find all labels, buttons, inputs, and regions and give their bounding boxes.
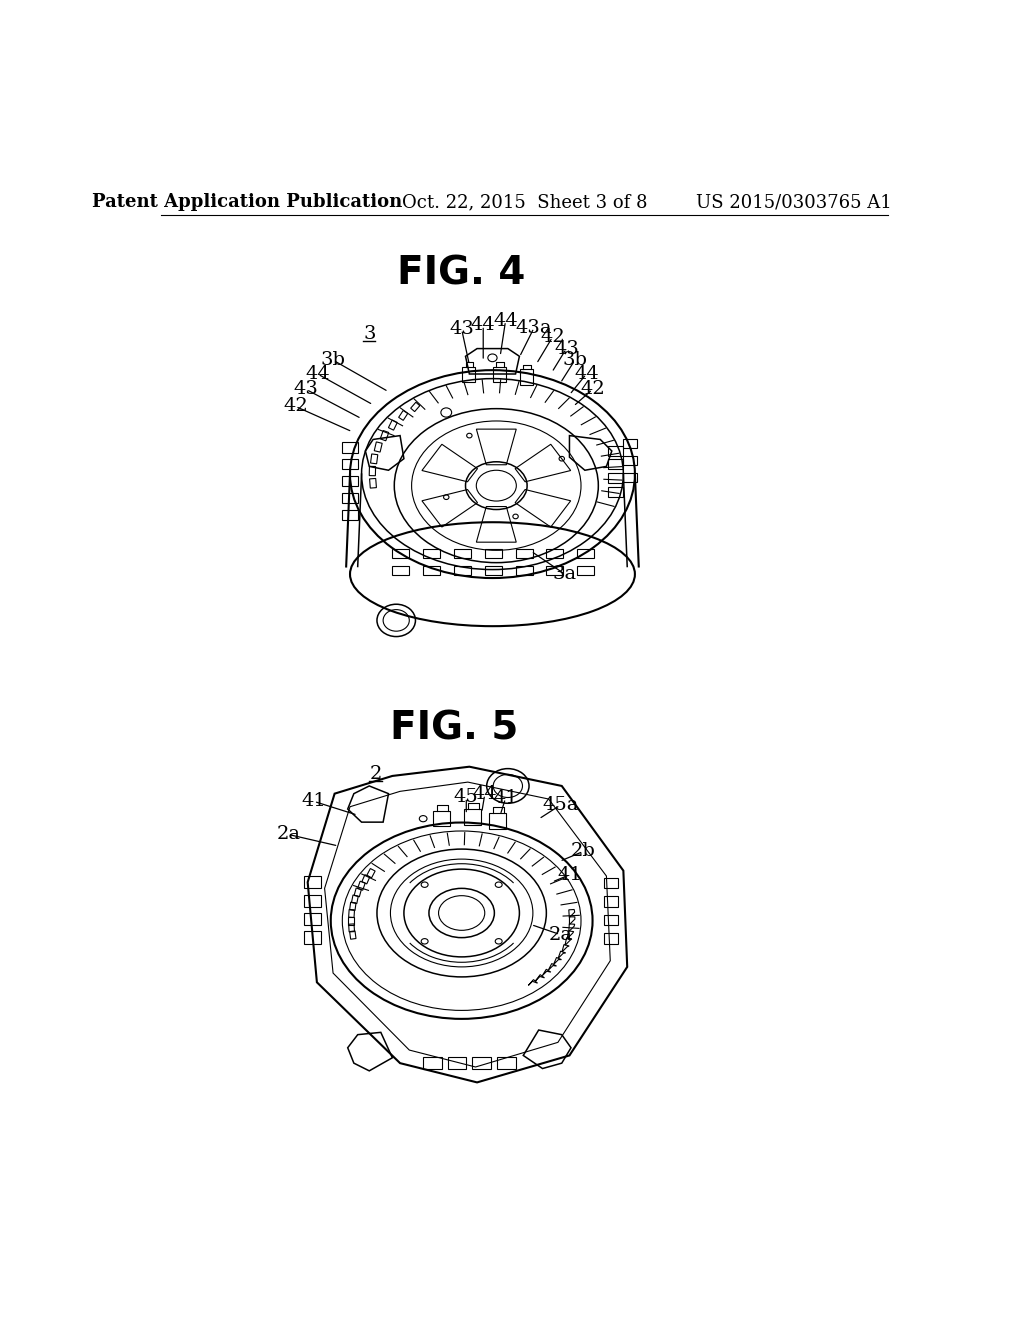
Bar — [423, 1057, 441, 1069]
Text: 44: 44 — [305, 366, 330, 383]
Bar — [608, 474, 624, 483]
Text: 3a: 3a — [553, 565, 577, 583]
Bar — [423, 549, 440, 558]
Text: 3b: 3b — [562, 351, 588, 370]
Bar — [423, 566, 440, 576]
Bar — [304, 913, 321, 925]
Text: 42: 42 — [581, 380, 605, 399]
Bar — [464, 809, 481, 825]
Text: Oct. 22, 2015  Sheet 3 of 8: Oct. 22, 2015 Sheet 3 of 8 — [402, 193, 647, 211]
Text: 44: 44 — [471, 317, 496, 334]
Bar — [520, 370, 532, 385]
Bar — [304, 876, 321, 888]
Text: 41: 41 — [301, 792, 327, 810]
Text: 42: 42 — [283, 397, 308, 416]
Bar — [497, 1057, 515, 1069]
Bar — [604, 915, 617, 925]
Bar — [304, 932, 321, 944]
Text: 3: 3 — [364, 325, 376, 343]
Bar — [342, 510, 357, 520]
Bar — [547, 566, 563, 576]
Bar — [515, 566, 532, 576]
Text: US 2015/0303765 A1: US 2015/0303765 A1 — [696, 193, 892, 211]
Bar — [604, 896, 617, 907]
Text: 43: 43 — [554, 339, 579, 358]
Text: 43a: 43a — [516, 319, 552, 337]
Bar — [454, 566, 471, 576]
Bar — [604, 933, 617, 944]
Bar — [624, 438, 637, 447]
Bar — [484, 566, 502, 576]
Bar — [433, 810, 451, 826]
Text: 41: 41 — [494, 789, 518, 808]
Text: 43: 43 — [450, 321, 474, 338]
Bar — [392, 566, 410, 576]
Text: FIG. 5: FIG. 5 — [390, 709, 518, 747]
Text: 45a: 45a — [542, 796, 579, 814]
Text: 42: 42 — [540, 329, 565, 346]
Text: 2a: 2a — [548, 925, 572, 944]
Bar — [304, 895, 321, 907]
Bar — [342, 442, 357, 453]
Bar — [547, 549, 563, 558]
Bar — [342, 459, 357, 470]
Text: 45: 45 — [454, 788, 478, 807]
Bar — [472, 1057, 490, 1069]
Bar — [447, 1057, 466, 1069]
Text: 43: 43 — [294, 380, 318, 399]
Bar — [624, 455, 637, 465]
Text: 2: 2 — [370, 766, 382, 783]
Text: 3b: 3b — [321, 351, 345, 370]
Text: 2b: 2b — [571, 842, 596, 861]
Bar — [454, 549, 471, 558]
Bar — [608, 487, 624, 498]
Bar — [578, 566, 594, 576]
Text: 44: 44 — [574, 366, 599, 383]
Bar — [608, 459, 624, 470]
Bar — [604, 878, 617, 888]
Bar — [342, 492, 357, 503]
Text: Patent Application Publication: Patent Application Publication — [92, 193, 402, 211]
Text: 2a: 2a — [276, 825, 300, 843]
Bar — [494, 367, 506, 383]
Bar — [608, 446, 624, 455]
Bar — [578, 549, 594, 558]
Text: FIG. 4: FIG. 4 — [397, 255, 526, 293]
Bar — [463, 367, 475, 383]
Bar — [515, 549, 532, 558]
Bar — [489, 813, 506, 829]
Bar — [624, 473, 637, 482]
Text: 44: 44 — [494, 312, 518, 330]
Text: 44: 44 — [472, 785, 497, 804]
Bar — [342, 475, 357, 487]
Text: 41: 41 — [558, 866, 583, 883]
Bar — [484, 549, 502, 558]
Bar — [392, 549, 410, 558]
